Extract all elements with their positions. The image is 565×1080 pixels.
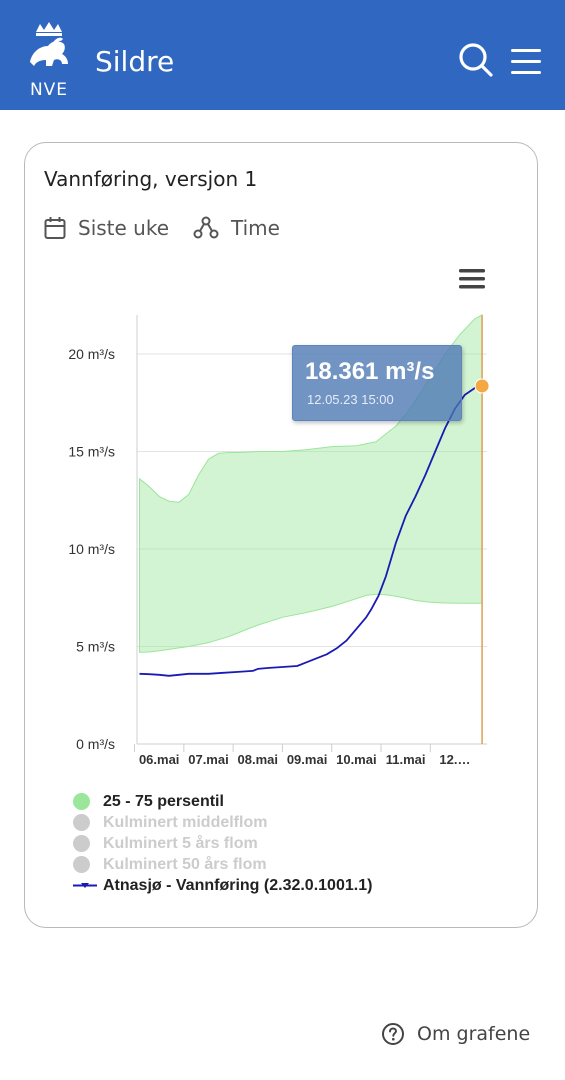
calendar-icon: [44, 217, 66, 239]
chart-card: Vannføring, versjon 1 Siste uke Time: [24, 142, 538, 928]
legend-label: Kulminert middelflom: [103, 813, 268, 831]
y-tick-label: 10 m³/s: [68, 541, 115, 557]
app-title: Sildre: [95, 45, 175, 78]
logo-text: NVE: [29, 80, 69, 100]
x-tick-label: 06.mai: [139, 752, 179, 767]
legend-dot: [73, 793, 90, 810]
legend-dot: [73, 814, 90, 831]
period-filter[interactable]: Siste uke: [44, 213, 169, 243]
legend-label: Atnasjø - Vannføring (2.32.0.1001.1): [103, 876, 373, 894]
chart-legend: 25 - 75 persentil Kulminert middelflom K…: [73, 791, 372, 896]
y-tick-label: 15 m³/s: [68, 444, 115, 460]
legend-label: 25 - 75 persentil: [103, 792, 224, 810]
chart-menu-icon[interactable]: [459, 269, 485, 289]
resolution-label: Time: [231, 216, 280, 240]
lion-crest-icon: [30, 22, 68, 66]
x-tick-label: 11.mai: [386, 752, 426, 767]
search-button[interactable]: [456, 40, 496, 80]
legend-label: Kulminert 5 års flom: [103, 834, 258, 852]
search-icon: [459, 43, 493, 77]
x-tick-label: 09.mai: [287, 752, 327, 767]
legend-item[interactable]: Kulminert 50 års flom: [73, 854, 372, 875]
legend-item[interactable]: Kulminert 5 års flom: [73, 833, 372, 854]
about-graphs-link[interactable]: Om grafene: [381, 1022, 530, 1046]
y-tick-label: 20 m³/s: [68, 346, 115, 362]
highlight-point: [474, 378, 490, 394]
legend-dot: [73, 856, 90, 873]
hamburger-menu-icon: [511, 49, 541, 74]
legend-line-marker: [73, 883, 97, 888]
y-tick-label: 5 m³/s: [76, 639, 115, 655]
series-line-atnasjo: [139, 385, 483, 677]
period-label: Siste uke: [78, 216, 170, 240]
tooltip-value: 18.361 m³/s: [305, 358, 435, 385]
tooltip-time: 12.05.23 15:00: [307, 392, 394, 407]
about-graphs-label: Om grafene: [417, 1023, 531, 1045]
x-tick-label: 10.mai: [336, 752, 376, 767]
graph-nodes-icon: [193, 216, 219, 239]
legend-item[interactable]: 25 - 75 persentil: [73, 791, 372, 812]
app-header: NVE Sildre: [0, 0, 565, 110]
menu-button[interactable]: [508, 40, 548, 80]
legend-item[interactable]: Kulminert middelflom: [73, 812, 372, 833]
card-title: Vannføring, versjon 1: [44, 167, 258, 191]
resolution-filter[interactable]: Time: [193, 213, 280, 243]
legend-dot: [73, 835, 90, 852]
chart-tooltip: 18.361 m³/s 12.05.23 15:00: [292, 345, 462, 421]
y-tick-label: 0 m³/s: [76, 736, 115, 752]
legend-label: Kulminert 50 års flom: [103, 855, 267, 873]
help-circle-icon: [382, 1023, 404, 1045]
nve-logo[interactable]: NVE: [22, 22, 76, 100]
x-tick-label: 07.mai: [188, 752, 228, 767]
x-tick-label: 08.mai: [238, 752, 278, 767]
x-tick-label: 12.…: [439, 752, 470, 767]
discharge-chart[interactable]: 0 m³/s 5 m³/s 10 m³/s 15 m³/s 20 m³/s 06.mai…: [25, 143, 537, 783]
legend-item[interactable]: Atnasjø - Vannføring (2.32.0.1001.1): [73, 875, 372, 896]
